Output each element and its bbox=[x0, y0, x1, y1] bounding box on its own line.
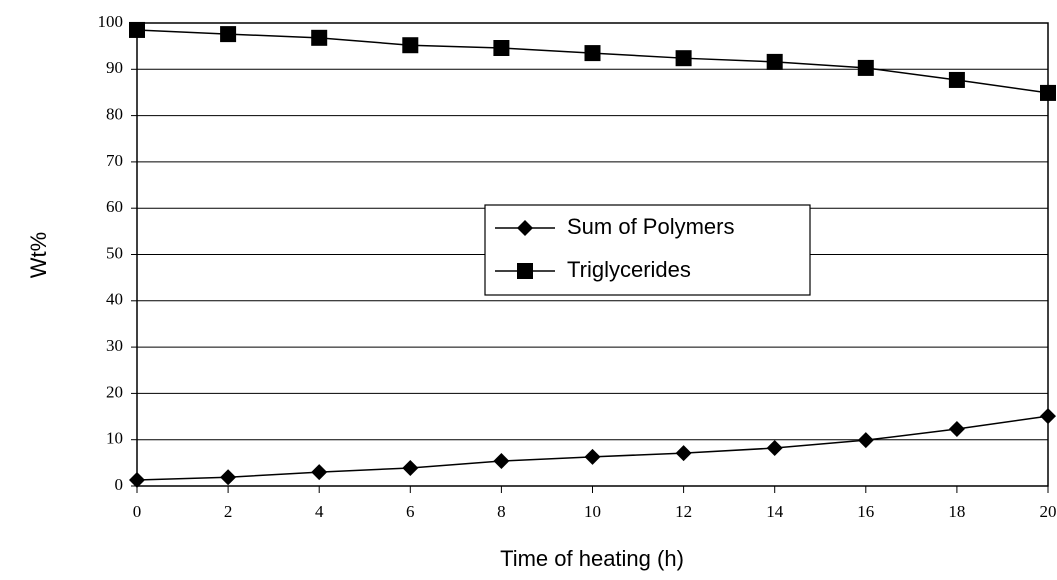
legend-label: Triglycerides bbox=[567, 257, 691, 282]
x-tick-label: 18 bbox=[948, 502, 965, 521]
legend-box bbox=[484, 204, 811, 296]
x-tick-label: 12 bbox=[675, 502, 692, 521]
square-marker bbox=[220, 26, 237, 43]
square-marker bbox=[675, 50, 692, 67]
x-tick-label: 14 bbox=[766, 502, 784, 521]
y-tick-label: 10 bbox=[106, 429, 123, 448]
x-tick-label: 8 bbox=[497, 502, 506, 521]
plot-frame bbox=[136, 22, 1049, 487]
x-tick-label: 20 bbox=[1040, 502, 1057, 521]
square-marker bbox=[311, 29, 328, 46]
x-tick-label: 2 bbox=[224, 502, 233, 521]
x-tick-label: 4 bbox=[315, 502, 324, 521]
x-axis-title: Time of heating (h) bbox=[500, 546, 684, 571]
x-tick-label: 0 bbox=[133, 502, 142, 521]
square-marker bbox=[402, 37, 419, 54]
square-marker bbox=[948, 71, 965, 88]
square-marker bbox=[584, 45, 601, 62]
y-tick-label: 100 bbox=[98, 12, 124, 31]
square-marker bbox=[1040, 84, 1056, 101]
diamond-marker bbox=[311, 464, 328, 481]
diamond-marker bbox=[129, 471, 145, 488]
y-tick-label: 80 bbox=[106, 105, 123, 124]
y-tick-label: 20 bbox=[106, 382, 123, 401]
diamond-marker bbox=[493, 452, 510, 469]
square-marker bbox=[129, 21, 145, 38]
y-tick-label: 60 bbox=[106, 197, 123, 216]
series-line bbox=[136, 29, 1049, 94]
y-tick-label: 40 bbox=[106, 290, 123, 309]
y-tick-label: 30 bbox=[106, 336, 123, 355]
legend-label: Sum of Polymers bbox=[567, 214, 735, 239]
square-marker bbox=[517, 263, 533, 279]
diamond-marker bbox=[948, 421, 965, 438]
square-marker bbox=[493, 40, 510, 57]
diamond-marker bbox=[857, 432, 874, 449]
y-axis-title: Wt% bbox=[26, 232, 51, 278]
diamond-marker bbox=[402, 459, 419, 476]
diamond-marker bbox=[220, 469, 237, 486]
diamond-marker bbox=[1040, 408, 1056, 425]
series-line bbox=[136, 415, 1049, 481]
y-tick-label: 90 bbox=[106, 58, 123, 77]
diamond-marker bbox=[584, 448, 601, 465]
diamond-marker bbox=[675, 445, 692, 462]
y-tick-label: 0 bbox=[115, 475, 124, 494]
square-marker bbox=[857, 59, 874, 76]
x-tick-label: 6 bbox=[406, 502, 415, 521]
x-tick-label: 16 bbox=[857, 502, 874, 521]
diamond-marker bbox=[766, 440, 783, 457]
x-tick-label: 10 bbox=[584, 502, 601, 521]
y-tick-label: 50 bbox=[106, 243, 123, 262]
diamond-marker bbox=[517, 220, 533, 236]
y-tick-label: 70 bbox=[106, 151, 123, 170]
square-marker bbox=[766, 53, 783, 70]
